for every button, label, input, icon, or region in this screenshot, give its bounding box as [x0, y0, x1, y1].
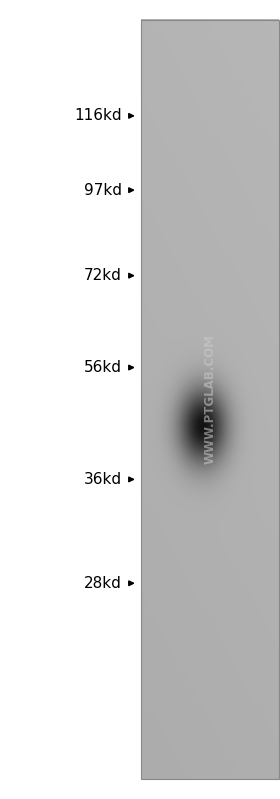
Text: WWW.PTGLAB.COM: WWW.PTGLAB.COM — [204, 335, 216, 464]
Bar — [141, 20, 279, 779]
Text: 116kd: 116kd — [74, 109, 122, 123]
Text: 28kd: 28kd — [84, 576, 122, 590]
Text: 56kd: 56kd — [84, 360, 122, 375]
Text: 36kd: 36kd — [84, 472, 122, 487]
Text: 72kd: 72kd — [84, 268, 122, 283]
Text: 97kd: 97kd — [84, 183, 122, 197]
